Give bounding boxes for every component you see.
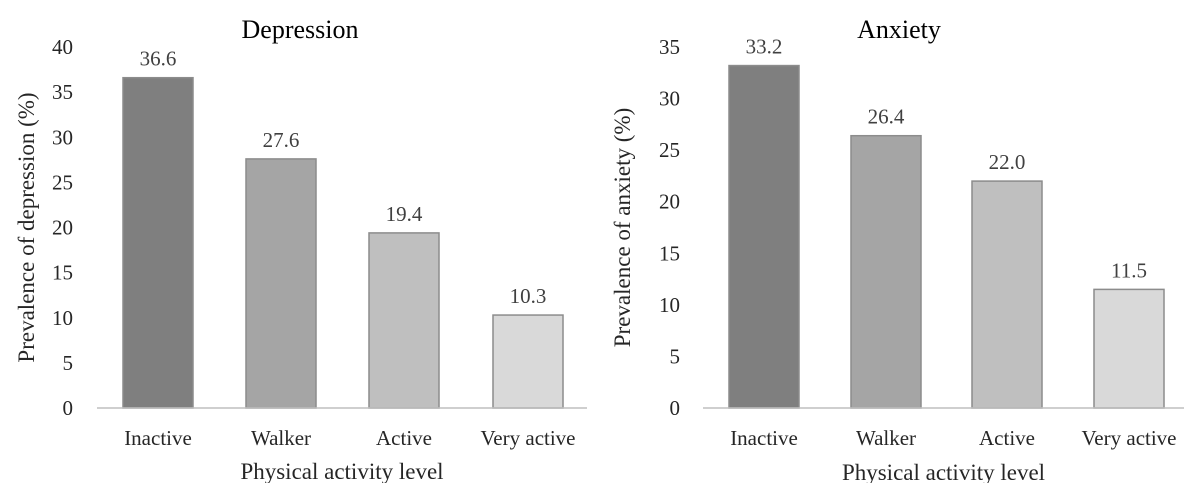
depression-ytick-label: 40 <box>52 35 73 59</box>
anxiety-ytick-label: 35 <box>659 35 680 59</box>
depression-data-label: 27.6 <box>263 128 300 152</box>
depression-ytick-label: 5 <box>63 351 74 375</box>
anxiety-data-label: 26.4 <box>868 105 905 129</box>
depression-ytick-label: 30 <box>52 125 73 149</box>
depression-category-label: Active <box>376 426 432 450</box>
anxiety-category-label: Active <box>979 426 1035 450</box>
depression-ytick-label: 0 <box>63 396 74 420</box>
anxiety-bar-very-active <box>1093 288 1165 409</box>
depression-bar-walker <box>245 158 317 409</box>
anxiety-x-axis-title: Physical activity level <box>842 460 1045 483</box>
depression-bar-very-active <box>492 314 564 409</box>
depression-x-axis-title: Physical activity level <box>240 459 443 483</box>
anxiety-category-label: Very active <box>1081 426 1176 450</box>
depression-category-label: Walker <box>251 426 311 450</box>
anxiety-data-label: 22.0 <box>989 150 1026 174</box>
anxiety-ytick-label: 10 <box>659 293 680 317</box>
anxiety-ytick-label: 20 <box>659 190 680 214</box>
depression-ytick-label: 20 <box>52 216 73 240</box>
depression-data-label: 10.3 <box>510 284 547 308</box>
anxiety-ytick-label: 0 <box>670 396 681 420</box>
depression-ytick-label: 15 <box>52 261 73 285</box>
anxiety-bar-inactive <box>728 64 800 409</box>
depression-ytick-label: 25 <box>52 170 73 194</box>
anxiety-category-label: Walker <box>856 426 916 450</box>
anxiety-data-label: 11.5 <box>1111 258 1147 282</box>
depression-title: Depression <box>242 15 359 44</box>
anxiety-chart: Anxiety 0 5 10 15 20 25 30 35 33.2 Inactive 26.4 Wal… <box>610 15 1184 483</box>
depression-bar-inactive <box>122 76 194 409</box>
depression-chart: Depression 0 5 10 15 20 25 30 35 40 36.6 Inactive 27… <box>14 15 587 483</box>
depression-y-axis-title: Prevalence of depression (%) <box>14 92 39 362</box>
anxiety-ytick-label: 5 <box>670 344 681 368</box>
depression-bar-active <box>368 232 440 409</box>
anxiety-category-label: Inactive <box>730 426 798 450</box>
depression-data-label: 36.6 <box>140 47 177 71</box>
anxiety-bar-walker <box>850 134 922 409</box>
anxiety-title: Anxiety <box>857 15 941 44</box>
depression-category-label: Very active <box>480 426 575 450</box>
anxiety-data-label: 33.2 <box>746 35 783 59</box>
depression-ytick-label: 10 <box>52 306 73 330</box>
anxiety-y-axis-title: Prevalence of anxiety (%) <box>610 108 635 347</box>
anxiety-ytick-label: 15 <box>659 241 680 265</box>
anxiety-ytick-label: 30 <box>659 87 680 111</box>
depression-category-label: Inactive <box>124 426 192 450</box>
anxiety-bar-active <box>971 180 1043 409</box>
anxiety-ytick-label: 25 <box>659 138 680 162</box>
depression-ytick-label: 35 <box>52 80 73 104</box>
depression-data-label: 19.4 <box>386 202 423 226</box>
